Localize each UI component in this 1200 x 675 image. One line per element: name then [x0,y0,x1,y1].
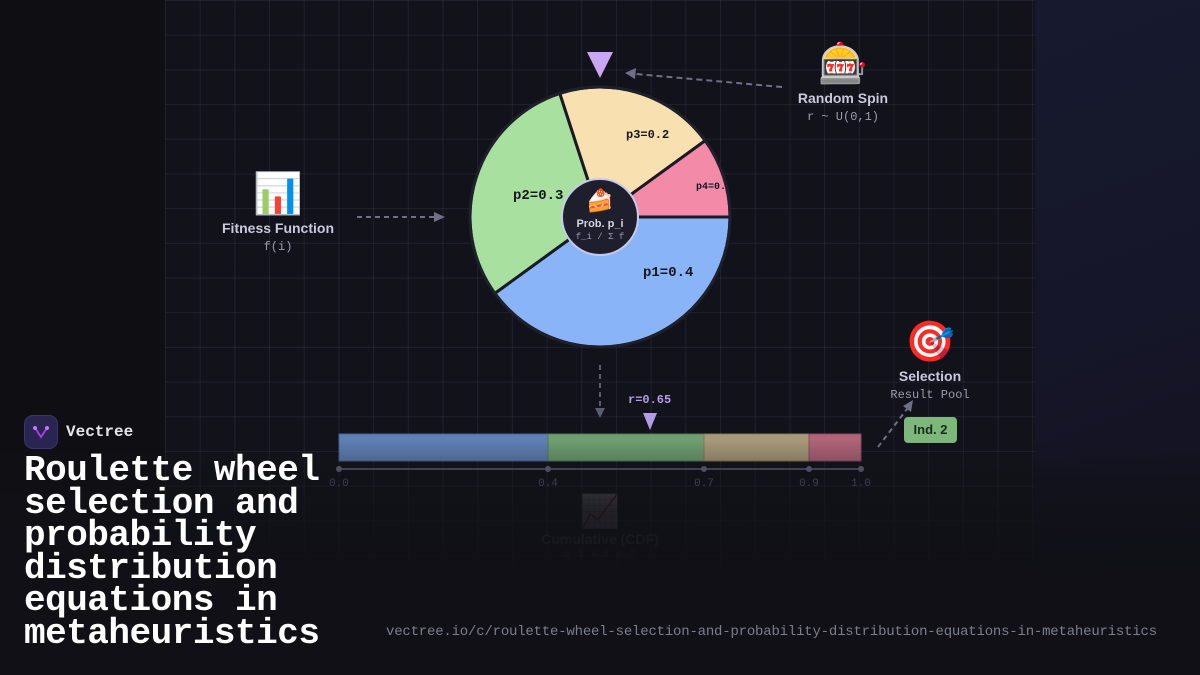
selected-individual-badge: Ind. 2 [904,417,957,443]
title-line: Roulette wheel [24,450,320,491]
slice-label-p3: p3=0.2 [626,128,670,142]
selection-title: Selection [898,368,962,384]
wheel-center-hub: 🍰 Prob. p_i f_i / Σ f [561,178,639,256]
selection-node: 🎯 Selection Result Pool [870,320,990,402]
target-icon: 🎯 [905,320,955,364]
bar-chart-icon: 📊 [253,172,303,216]
slot-machine-icon: 🎰 [818,42,868,86]
spin-arrow [635,73,783,88]
spin-title: Random Spin [797,90,889,106]
page-url-link[interactable]: vectree.io/c/roulette-wheel-selection-an… [386,624,1157,640]
title-line: equations in [24,580,278,621]
hub-title: Prob. p_i [576,218,624,230]
spin-arrow-head-icon [625,68,636,79]
cake-slice-icon: 🍰 [586,188,614,213]
slice-label-p2: p2=0.3 [513,188,564,204]
bottom-fade-overlay [0,440,1200,675]
fitness-subtitle: f(i) [263,240,293,254]
title-line: metaheuristics [24,612,320,654]
spin-subtitle: r ~ U(0,1) [806,110,879,124]
title-line: distribution [24,547,278,589]
random-value-label: r=0.65 [628,393,672,407]
fitness-arrow-head-icon [434,212,445,222]
brand[interactable]: Vectree [24,415,133,449]
random-spin-node: 🎰 Random Spin r ~ U(0,1) [778,42,908,124]
slice-label-p1: p1=0.4 [643,265,694,281]
cdf-arrow-head-icon [595,408,605,418]
vectree-logo-icon [24,415,58,449]
title-line: selection and [24,482,299,524]
slice-label-p4: p4=0. [696,182,727,193]
hub-formula: f_i / Σ f [575,232,625,242]
fitness-node: 📊 Fitness Function f(i) [208,172,348,254]
fitness-title: Fitness Function [222,220,334,236]
selection-subtitle: Result Pool [890,388,970,402]
page-title: Roulette wheel selection and probability… [24,450,354,654]
wheel-pointer-icon [587,52,613,78]
selection-arrow [877,408,908,448]
brand-name: Vectree [66,423,134,441]
r-pointer-icon [643,413,657,430]
selection-arrow-head-icon [903,400,913,412]
title-line: probability [24,515,257,556]
roulette-wheel [468,85,732,349]
